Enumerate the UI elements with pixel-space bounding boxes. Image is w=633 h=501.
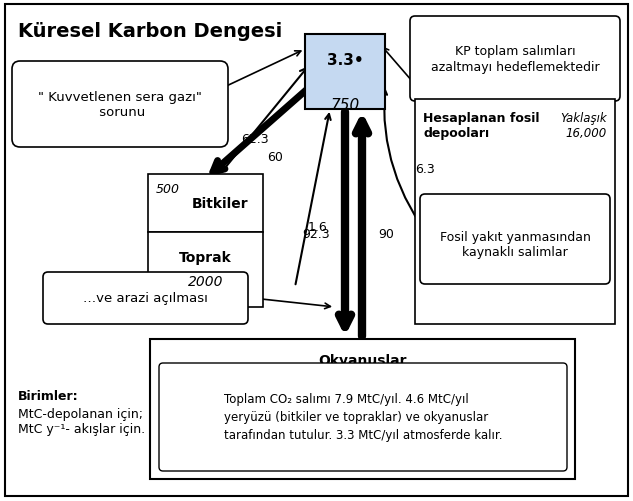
Text: Küresel Karbon Dengesi: Küresel Karbon Dengesi [18, 22, 282, 41]
Text: " Kuvvetlenen sera gazı"
 sorunu: " Kuvvetlenen sera gazı" sorunu [38, 91, 202, 119]
FancyBboxPatch shape [12, 62, 228, 148]
Text: Bitkiler: Bitkiler [192, 196, 249, 210]
Text: 750: 750 [330, 98, 360, 113]
Bar [415, 100, 615, 324]
FancyBboxPatch shape [159, 363, 567, 471]
Text: 62.3: 62.3 [241, 133, 269, 146]
Text: Hesaplanan fosil
depooları: Hesaplanan fosil depooları [423, 112, 539, 140]
Text: Okyanuslar: Okyanuslar [318, 353, 407, 367]
Text: 92.3: 92.3 [303, 228, 330, 241]
Text: KP toplam salımları
azaltmayı hedeflemektedir: KP toplam salımları azaltmayı hedeflemek… [430, 46, 599, 73]
Bar [148, 232, 263, 308]
Text: 6.3: 6.3 [415, 163, 435, 176]
Text: Fosil yakıt yanmasından
kaynaklı salimlar: Fosil yakıt yanmasından kaynaklı salimla… [439, 230, 591, 259]
Text: 60: 60 [267, 151, 283, 164]
Text: 500: 500 [156, 183, 180, 195]
FancyBboxPatch shape [420, 194, 610, 285]
FancyBboxPatch shape [43, 273, 248, 324]
Text: Toprak: Toprak [179, 250, 232, 265]
Bar [305, 35, 385, 110]
Bar [150, 339, 575, 479]
Text: 3.3•: 3.3• [327, 53, 363, 68]
Text: 39,000: 39,000 [341, 371, 384, 384]
Text: Yaklaşık
16,000: Yaklaşık 16,000 [560, 112, 607, 140]
Text: …ve arazi açılması: …ve arazi açılması [83, 292, 208, 305]
Text: MtC-depolanan için;
MtC y⁻¹- akışlar için.: MtC-depolanan için; MtC y⁻¹- akışlar içi… [18, 407, 145, 435]
Text: Birimler:: Birimler: [18, 389, 78, 402]
FancyBboxPatch shape [410, 17, 620, 102]
Bar [148, 175, 263, 232]
Text: 1.6: 1.6 [308, 221, 328, 234]
Text: Toplam CO₂ salımı 7.9 MtC/yıl. 4.6 MtC/yıl
yeryüzü (bitkiler ve topraklar) ve ok: Toplam CO₂ salımı 7.9 MtC/yıl. 4.6 MtC/y… [223, 393, 502, 441]
Text: 2000: 2000 [188, 275, 223, 289]
Text: 90: 90 [378, 228, 394, 241]
